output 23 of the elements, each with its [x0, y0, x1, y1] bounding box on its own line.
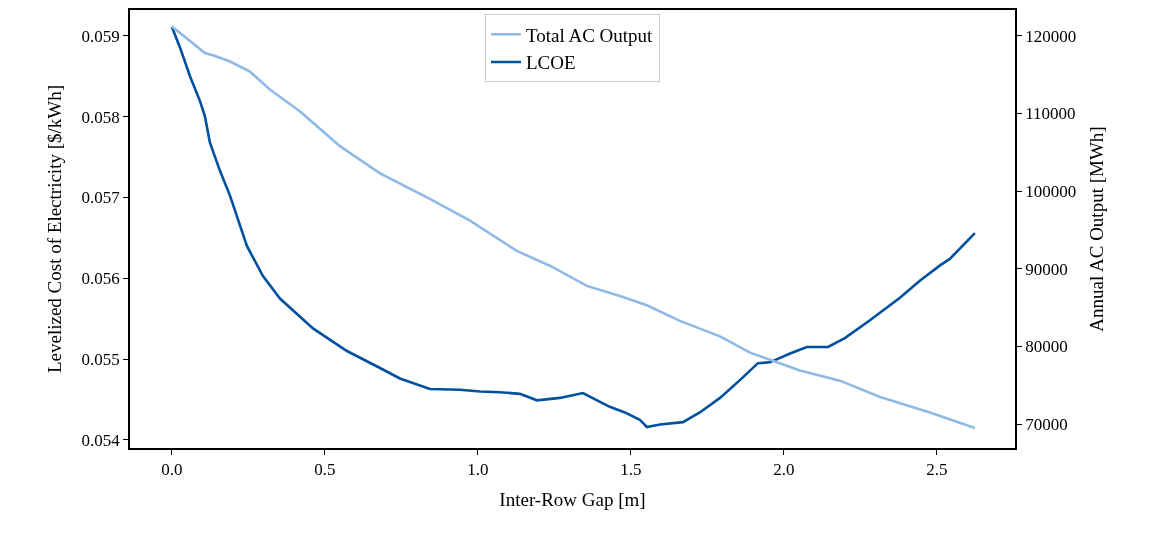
y2-tick-label: 100000	[1025, 182, 1077, 202]
y-tick-label: 0.056	[81, 269, 120, 289]
y2-axis-title: Annual AC Output [MWh]	[1086, 126, 1108, 332]
y-tick-label: 0.059	[81, 26, 120, 46]
x-tick-label: 1.5	[620, 460, 642, 480]
x-tick-label: 1.0	[467, 460, 489, 480]
y2-tick-label: 90000	[1025, 259, 1068, 279]
legend-label: Total AC Output	[526, 24, 654, 46]
y-tick-label: 0.054	[81, 430, 121, 450]
x-axis-title: Inter-Row Gap [m]	[499, 489, 646, 511]
x-tick-label: 2.0	[773, 460, 795, 480]
y-axis-title: Levelized Cost of Electricity [$/kWh]	[43, 84, 65, 374]
y-tick-label: 0.055	[81, 350, 120, 370]
legend-label: LCOE	[526, 52, 576, 74]
y2-tick-label: 120000	[1025, 26, 1077, 46]
y-tick-label: 0.058	[81, 107, 120, 127]
y2-tick-label: 70000	[1025, 415, 1068, 435]
x-tick-label: 0.0	[161, 460, 183, 480]
y-tick-label: 0.057	[81, 188, 121, 208]
x-tick-label: 0.5	[314, 460, 336, 480]
x-tick-label: 2.5	[926, 460, 948, 480]
y2-tick-label: 80000	[1025, 337, 1068, 357]
y2-tick-label: 110000	[1025, 104, 1076, 124]
